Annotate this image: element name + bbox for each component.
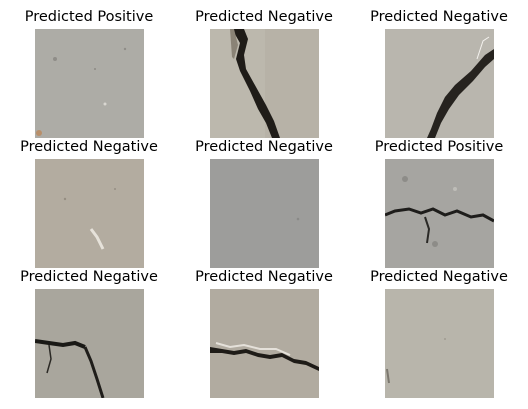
concrete-image (35, 289, 144, 398)
panel-title: Predicted Negative (20, 269, 158, 285)
panel-4: Predicted Negative (9, 138, 169, 268)
panel-title: Predicted Positive (374, 139, 504, 155)
panel-1: Predicted Positive (9, 8, 169, 138)
panel-title: Predicted Negative (195, 9, 333, 25)
panel-title: Predicted Positive (24, 9, 154, 25)
concrete-texture (35, 289, 144, 398)
panel-5: Predicted Negative (184, 138, 344, 268)
concrete-texture (210, 289, 319, 398)
concrete-image (385, 29, 494, 138)
panel-7: Predicted Negative (9, 268, 169, 398)
panel-title: Predicted Negative (370, 269, 508, 285)
panel-title: Predicted Negative (195, 139, 333, 155)
concrete-image (210, 29, 319, 138)
concrete-texture (35, 159, 144, 268)
panel-3: Predicted Negative (359, 8, 519, 138)
panel-title: Predicted Negative (370, 9, 508, 25)
concrete-texture (210, 29, 319, 138)
panel-6: Predicted Positive (359, 138, 519, 268)
panel-title: Predicted Negative (195, 269, 333, 285)
concrete-image (35, 159, 144, 268)
panel-2: Predicted Negative (184, 8, 344, 138)
concrete-image (385, 159, 494, 268)
panel-title: Predicted Negative (20, 139, 158, 155)
concrete-texture (385, 29, 494, 138)
concrete-texture (385, 159, 494, 268)
concrete-texture (35, 29, 144, 138)
concrete-texture (385, 289, 494, 398)
concrete-image (385, 289, 494, 398)
panel-9: Predicted Negative (359, 268, 519, 398)
concrete-image (210, 289, 319, 398)
concrete-image (35, 29, 144, 138)
panel-8: Predicted Negative (184, 268, 344, 398)
concrete-texture (210, 159, 319, 268)
concrete-image (210, 159, 319, 268)
